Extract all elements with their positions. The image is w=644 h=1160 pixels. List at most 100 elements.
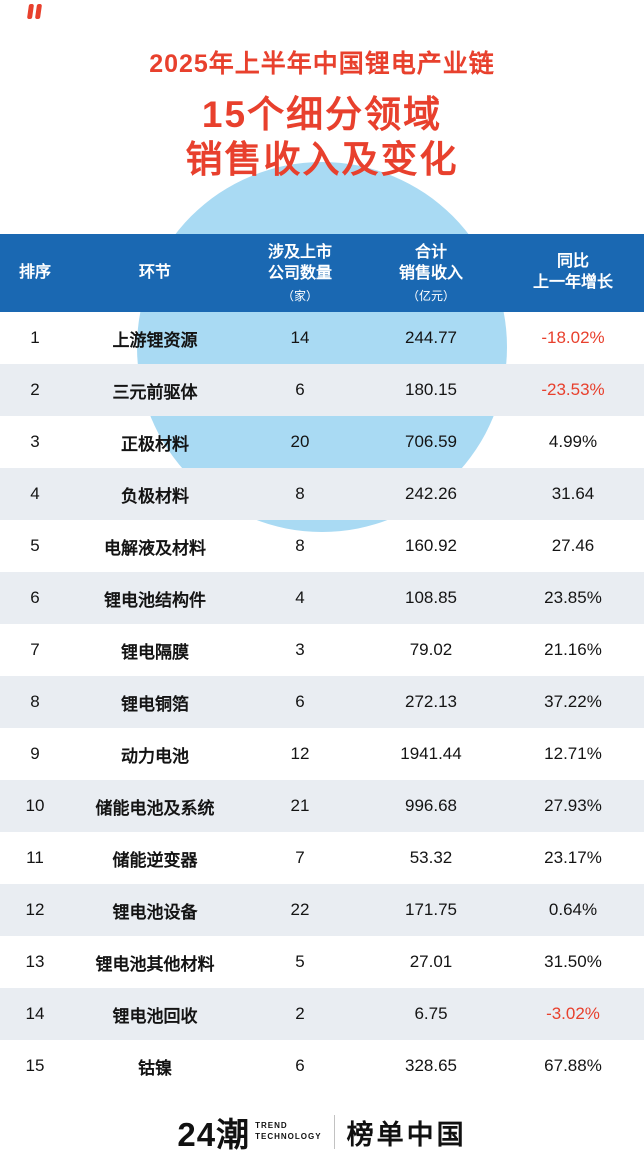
table-row: 9 动力电池 12 1941.44 12.71% [0, 728, 644, 780]
table-row: 15 钴镍 6 328.65 67.88% [0, 1040, 644, 1092]
revenue-cell: 706.59 [405, 432, 457, 452]
title-line2: 15个细分领域 [201, 94, 443, 135]
table-body: 1 上游锂资源 14 244.77 -18.02% 2 三元前驱体 6 180.… [0, 312, 644, 1092]
title-line3: 销售收入及变化 [185, 139, 459, 181]
revenue-cell: 242.26 [405, 484, 457, 504]
table-header: 排序 环节 涉及上市 公司数量 （家） 合计 销售收入 （亿元） 同比 上一 [0, 234, 644, 313]
rank-cell: 9 [30, 744, 40, 764]
segment-cell: 动力电池 [121, 746, 189, 766]
segment-cell: 负极材料 [121, 486, 189, 506]
decor-quote-icon [26, 4, 43, 19]
segment-cell: 锂电铜箔 [121, 694, 189, 714]
revenue-cell: 79.02 [409, 640, 453, 660]
header-companies-line2: 公司数量 [267, 264, 332, 282]
segment-cell: 电解液及材料 [104, 538, 206, 558]
table-row: 2 三元前驱体 6 180.15 -23.53% [0, 364, 644, 417]
yoy-cell: 23.85% [544, 588, 602, 608]
companies-cell: 14 [290, 328, 310, 348]
yoy-cell: 27.46 [551, 536, 595, 556]
companies-cell: 2 [295, 1004, 305, 1024]
yoy-cell: 23.17% [544, 848, 602, 868]
companies-cell: 4 [295, 588, 305, 608]
header-rank: 排序 [0, 234, 70, 313]
header-revenue-unit: （亿元） [406, 288, 455, 303]
companies-cell: 12 [290, 744, 310, 764]
logo-sub-line1: TREND [255, 1121, 288, 1131]
segment-cell: 储能电池及系统 [95, 798, 215, 818]
header-yoy: 同比 上一年增长 [502, 234, 644, 313]
header-segment: 环节 [70, 234, 240, 313]
table-row: 5 电解液及材料 8 160.92 27.46 [0, 520, 644, 572]
rank-cell: 3 [30, 432, 40, 452]
decor-circle [137, 162, 507, 532]
revenue-cell: 180.15 [405, 380, 457, 400]
yoy-cell: -23.53% [541, 380, 605, 400]
revenue-cell: 53.32 [409, 848, 453, 868]
yoy-cell: -18.02% [541, 328, 605, 348]
segment-cell: 储能逆变器 [112, 850, 198, 870]
companies-cell: 22 [290, 900, 310, 920]
rank-cell: 6 [30, 588, 40, 608]
title-block: 2025年上半年中国锂电产业链 15个细分领域 销售收入及变化 [0, 0, 644, 182]
companies-cell: 5 [295, 952, 305, 972]
header-revenue-line1: 合计 [414, 243, 447, 261]
table-row: 6 锂电池结构件 4 108.85 23.85% [0, 572, 644, 625]
segment-cell: 正极材料 [121, 434, 189, 454]
table-row: 8 锂电铜箔 6 272.13 37.22% [0, 676, 644, 729]
segment-cell: 上游锂资源 [112, 330, 198, 350]
table-header-row: 排序 环节 涉及上市 公司数量 （家） 合计 销售收入 （亿元） 同比 上一 [0, 234, 644, 313]
companies-cell: 6 [295, 692, 305, 712]
rank-cell: 15 [25, 1056, 45, 1076]
header-yoy-line2: 上一年增长 [532, 274, 613, 292]
segment-cell: 锂电池其他材料 [95, 954, 215, 974]
companies-cell: 6 [295, 1056, 305, 1076]
revenue-cell: 244.77 [405, 328, 457, 348]
yoy-cell: 67.88% [544, 1056, 602, 1076]
segment-cell: 钴镍 [138, 1058, 172, 1078]
companies-cell: 20 [290, 432, 310, 452]
revenue-cell: 160.92 [405, 536, 457, 556]
revenue-cell: 27.01 [409, 952, 453, 972]
companies-cell: 6 [295, 380, 305, 400]
header-companies-line1: 涉及上市 [267, 243, 332, 261]
yoy-cell: 21.16% [544, 640, 602, 660]
table-row: 14 锂电池回收 2 6.75 -3.02% [0, 988, 644, 1041]
companies-cell: 8 [295, 536, 305, 556]
rank-cell: 2 [30, 380, 40, 400]
companies-cell: 21 [290, 796, 310, 816]
table-row: 11 储能逆变器 7 53.32 23.17% [0, 832, 644, 884]
revenue-cell: 108.85 [405, 588, 457, 608]
revenue-cell: 328.65 [405, 1056, 457, 1076]
header-revenue-line2: 销售收入 [398, 264, 463, 282]
rank-cell: 5 [30, 536, 40, 556]
rank-cell: 10 [25, 796, 45, 816]
revenue-cell: 6.75 [414, 1004, 448, 1024]
yoy-cell: 31.64 [551, 484, 595, 504]
companies-cell: 3 [295, 640, 305, 660]
yoy-cell: 31.50% [544, 952, 602, 972]
header-yoy-line1: 同比 [556, 253, 589, 271]
segment-cell: 锂电池回收 [112, 1006, 198, 1026]
header-companies: 涉及上市 公司数量 （家） [240, 234, 360, 313]
header-revenue: 合计 销售收入 （亿元） [360, 234, 502, 313]
companies-cell: 7 [295, 848, 305, 868]
data-table: 排序 环节 涉及上市 公司数量 （家） 合计 销售收入 （亿元） 同比 上一 [0, 234, 644, 1092]
yoy-cell: 0.64% [548, 900, 598, 920]
header-segment-label: 环节 [138, 263, 171, 281]
rank-cell: 4 [30, 484, 40, 504]
yoy-cell: 37.22% [544, 692, 602, 712]
segment-cell: 锂电隔膜 [121, 642, 189, 662]
logo-bangdan-text: 榜单中国 [346, 1119, 467, 1150]
yoy-cell: 4.99% [548, 432, 598, 452]
revenue-cell: 272.13 [405, 692, 457, 712]
header-rank-label: 排序 [18, 263, 51, 281]
footer: 24潮 TREND TECHNOLOGY 榜单中国 [0, 1096, 644, 1160]
companies-cell: 8 [295, 484, 305, 504]
revenue-cell: 171.75 [405, 900, 457, 920]
rank-cell: 12 [25, 900, 45, 920]
table-row: 10 储能电池及系统 21 996.68 27.93% [0, 780, 644, 833]
rank-cell: 8 [30, 692, 40, 712]
yoy-cell: 27.93% [544, 796, 602, 816]
revenue-cell: 996.68 [405, 796, 457, 816]
